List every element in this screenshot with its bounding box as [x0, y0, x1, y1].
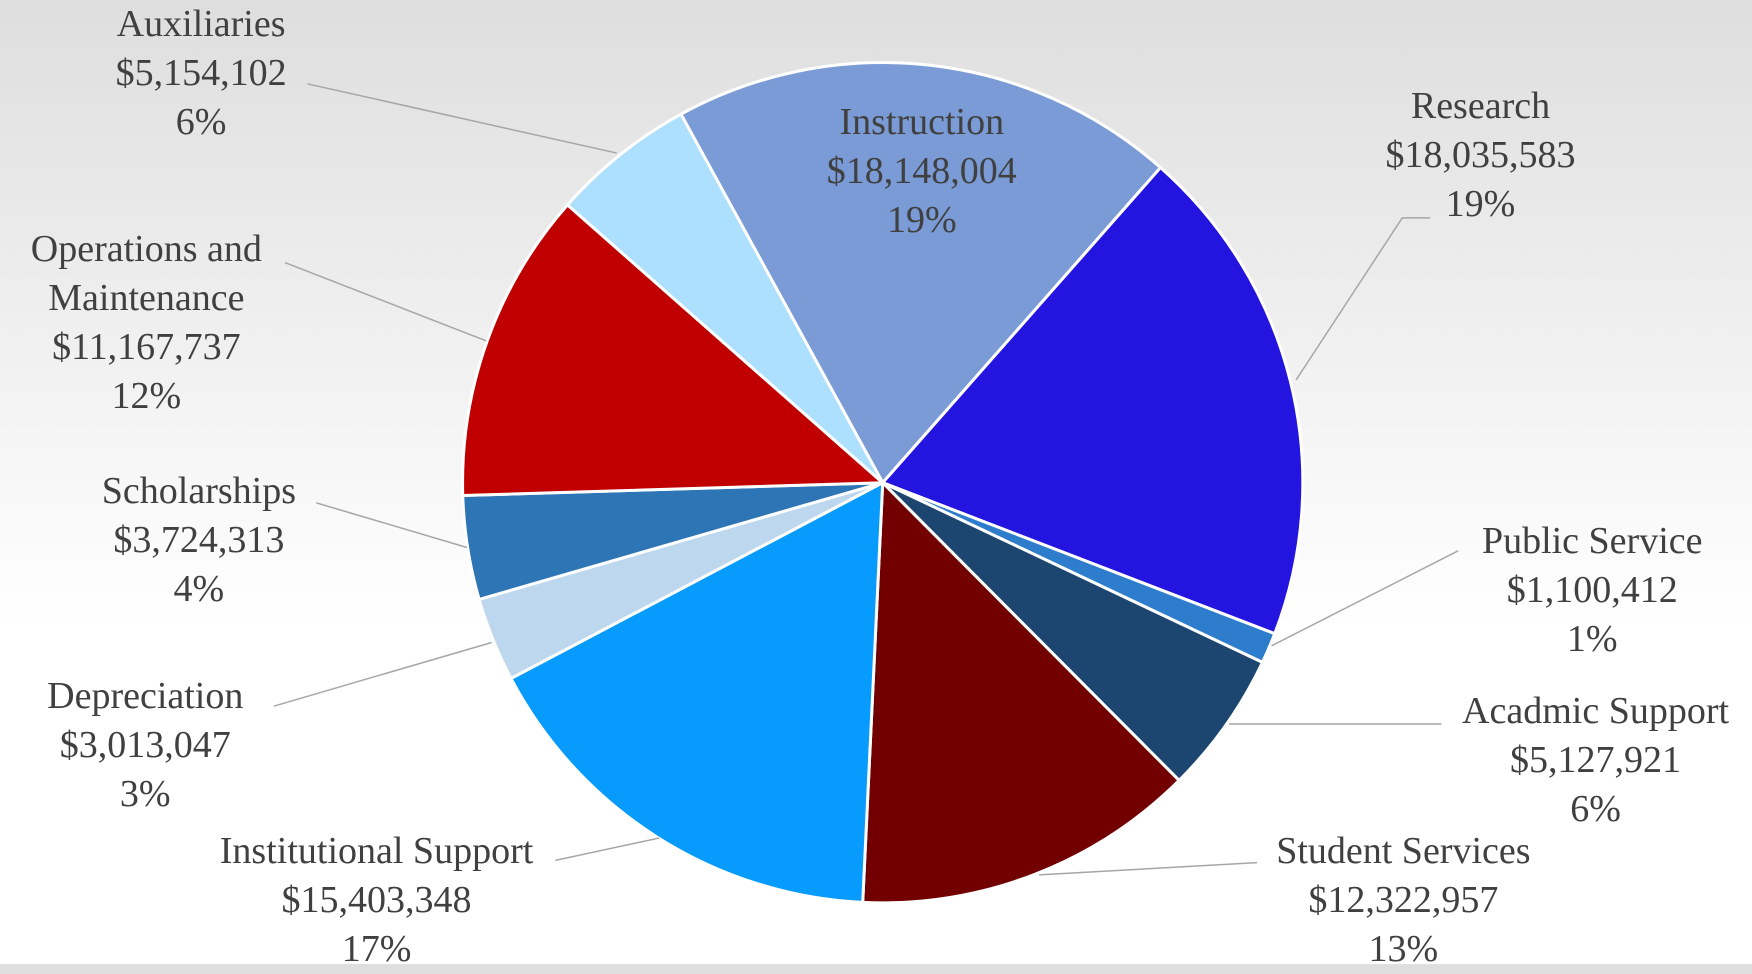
data-label: Research $18,035,583 19% [1385, 82, 1575, 229]
label-name: Instruction [839, 101, 1005, 144]
label-name: Scholarships [101, 470, 296, 513]
label-value: 6% [1570, 788, 1621, 831]
label-value: $5,154,102 [115, 52, 287, 94]
label-value: 1% [1566, 618, 1618, 661]
label-name: Auxiliaries [116, 3, 286, 45]
label-value: 13% [1368, 927, 1439, 970]
data-label: Depreciation $3,013,047 3% [47, 672, 243, 819]
leader-line [555, 837, 660, 862]
data-label: Scholarships $3,724,313 4% [102, 467, 296, 614]
label-value: 4% [173, 568, 225, 611]
pie-slice [881, 481, 1265, 783]
label-name: Public Service [1481, 520, 1703, 563]
label-value: 19% [1445, 182, 1516, 225]
label-value: $11,167,737 [52, 325, 241, 368]
label-value: 6% [175, 101, 227, 143]
data-label: Institutional Support $15,403,348 17% [220, 827, 534, 974]
leader-line [273, 641, 492, 707]
label-name: Operations and Maintenance [30, 227, 262, 319]
data-label: Public Service $1,100,412 1% [1482, 517, 1703, 664]
label-value: $18,035,583 [1385, 133, 1576, 176]
label-name: Institutional Support [219, 829, 534, 872]
label-value: $18,148,004 [826, 150, 1017, 193]
label-value: $3,724,313 [113, 519, 285, 562]
label-name: Student Services [1276, 829, 1531, 872]
pie-slice [508, 480, 885, 904]
leader-line [1295, 217, 1431, 381]
leader-line [315, 502, 468, 549]
pie-slice [565, 112, 885, 484]
data-label: Student Services $12,322,957 13% [1276, 827, 1530, 974]
label-name: Acadmic Support [1462, 690, 1730, 733]
leader-line [307, 83, 617, 154]
leader-line [284, 261, 487, 342]
label-value: 3% [119, 772, 171, 815]
data-label: Instruction $18,148,004 19% [827, 98, 1017, 245]
data-label: Acadmic Support $5,127,921 6% [1462, 687, 1729, 834]
label-value: 12% [111, 374, 182, 417]
label-value: $1,100,412 [1506, 569, 1678, 612]
label-value: $12,322,957 [1308, 878, 1499, 921]
data-label: Operations and Maintenance $11,167,737 12% [11, 225, 281, 421]
label-name: Depreciation [47, 674, 244, 717]
pie-slice [861, 479, 1182, 905]
pie-slice [880, 165, 1305, 636]
pie-slice [678, 61, 1163, 486]
leader-line [1271, 550, 1459, 647]
label-value: $15,403,348 [281, 878, 472, 921]
label-value: 19% [886, 199, 957, 242]
leader-line [1039, 861, 1258, 876]
label-value: $5,127,921 [1510, 739, 1682, 782]
label-value: 17% [341, 927, 412, 970]
label-value: $3,013,047 [59, 723, 231, 766]
label-name: Research [1410, 84, 1551, 127]
pie-slice [461, 202, 887, 498]
data-label: Auxiliaries $5,154,102 6% [116, 0, 287, 147]
